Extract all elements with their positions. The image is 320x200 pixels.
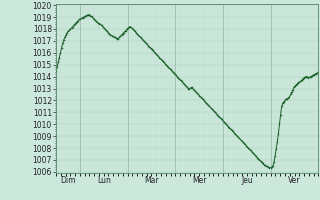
Text: Mar: Mar xyxy=(144,176,159,185)
Text: Jeu: Jeu xyxy=(241,176,253,185)
Text: Ver: Ver xyxy=(288,176,301,185)
Text: Dim: Dim xyxy=(60,176,76,185)
Text: Lun: Lun xyxy=(97,176,111,185)
Text: Mer: Mer xyxy=(192,176,206,185)
